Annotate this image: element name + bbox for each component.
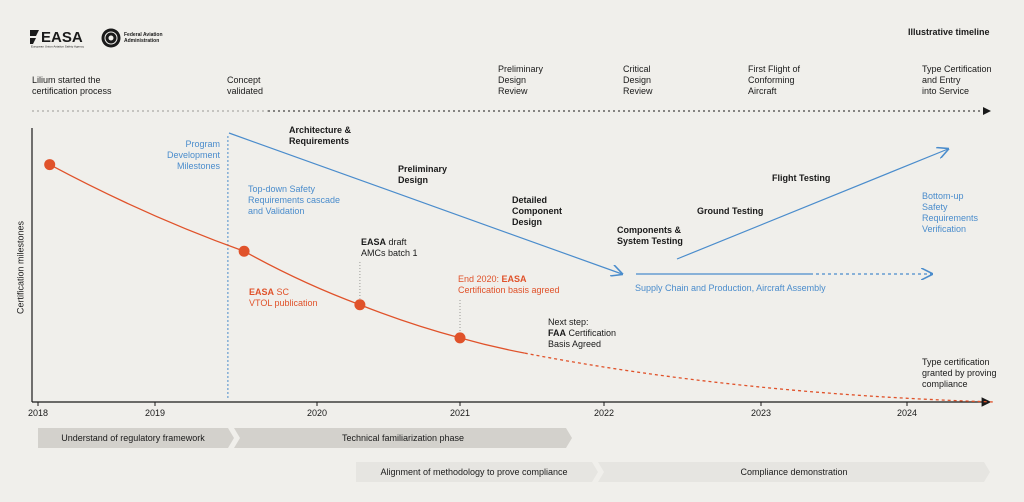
x-tick-label-2022: 2022 [594, 408, 614, 418]
ground-testing-label: Ground Testing [697, 206, 764, 216]
next-step-label: Next step: FAA Certification Basis Agreed [548, 317, 617, 349]
topdown-arrow [228, 132, 622, 274]
phase-bar-1 [38, 428, 234, 448]
milestone-start: Lilium started the certification process [32, 75, 112, 96]
supply-chain-label: Supply Chain and Production, Aircraft As… [635, 283, 826, 293]
milestone-first-flight: First Flight of Conforming Aircraft [748, 64, 801, 96]
certification-marker-1 [44, 159, 56, 171]
phase-2-label: Technical familiarization phase [341, 433, 465, 443]
easa-logo: EASA European Union Aviation Safety Agen… [30, 28, 108, 48]
bottomup-arrow [676, 149, 948, 260]
amc-batch-label: EASA draft AMCs batch 1 [361, 237, 418, 258]
preliminary-design-label: Preliminary Design [398, 164, 448, 185]
components-testing-label: Components & System Testing [617, 225, 683, 246]
topdown-label: Top-down Safety Requirements cascade and… [248, 184, 341, 216]
faa-logo: Federal Aviation Administration [101, 28, 163, 48]
certification-marker-2 [238, 245, 250, 257]
phase-4-label: Compliance demonstration [740, 467, 848, 477]
architecture-label: Architecture & Requirements [289, 125, 352, 146]
flight-testing-label: Flight Testing [772, 173, 831, 183]
phase-3-label: Alignment of methodology to prove compli… [380, 467, 568, 477]
x-tick-label-2019: 2019 [145, 408, 165, 418]
certification-projection [524, 352, 995, 403]
certification-marker-4 [454, 332, 466, 344]
phase-1-label: Understand of regulatory framework [61, 433, 205, 443]
faa-logo-text: Federal Aviation Administration [124, 32, 163, 44]
milestone-cdr: Critical Design Review [623, 64, 653, 96]
phase-bar-3 [356, 462, 598, 482]
phase-bar-4 [598, 462, 990, 482]
phase-bar-2 [234, 428, 572, 448]
easa-sc-label: EASA SC VTOL publication [249, 287, 318, 308]
illustrative-timeline-label: Illustrative timeline [908, 27, 990, 37]
faa-seal-icon [101, 28, 121, 48]
program-dev-label: Program Development Milestones [166, 139, 220, 171]
x-tick-label-2023: 2023 [751, 408, 771, 418]
end-2020-label: End 2020: EASA Certification basis agree… [458, 274, 560, 295]
x-tick-label-2021: 2021 [450, 408, 470, 418]
svg-text:EASA: EASA [41, 29, 83, 46]
svg-text:European Union Aviation Safety: European Union Aviation Safety Agency [31, 45, 84, 49]
easa-logo-mark: EASA European Union Aviation Safety Agen… [30, 29, 84, 49]
milestone-type-cert: Type Certification and Entry into Servic… [922, 64, 992, 96]
bottomup-label: Bottom-up Safety Requirements Verificati… [922, 191, 979, 234]
type-cert-granted-label: Type certification granted by proving co… [922, 357, 997, 389]
detailed-design-label: Detailed Component Design [512, 195, 562, 227]
certification-curve [49, 163, 525, 354]
milestone-concept: Concept validated [227, 75, 264, 96]
x-tick-label-2024: 2024 [897, 408, 917, 418]
milestone-pdr: Preliminary Design Review [498, 64, 544, 96]
certification-marker-3 [354, 299, 366, 311]
x-tick-label-2018: 2018 [28, 408, 48, 418]
x-tick-label-2020: 2020 [307, 408, 327, 418]
